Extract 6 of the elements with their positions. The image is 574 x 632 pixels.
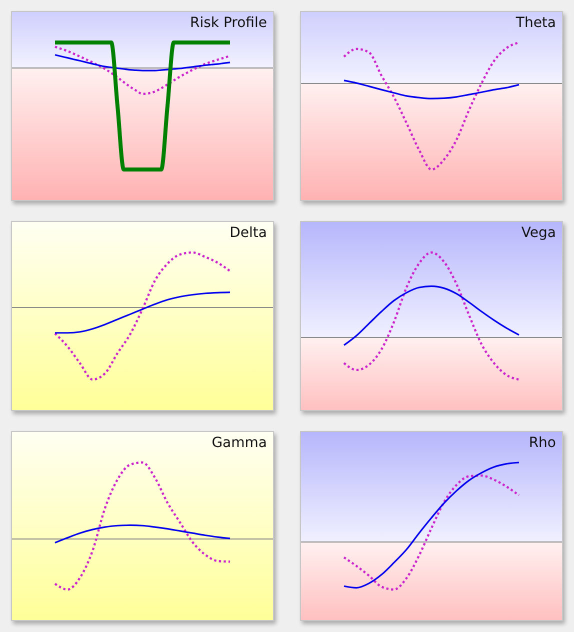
chart-title: Theta: [516, 15, 556, 31]
chart-title: Rho: [528, 435, 556, 451]
chart-title: Gamma: [212, 435, 267, 451]
chart-title: Risk Profile: [190, 15, 267, 31]
chart-title: Delta: [230, 225, 267, 241]
chart-title: Vega: [521, 225, 556, 241]
